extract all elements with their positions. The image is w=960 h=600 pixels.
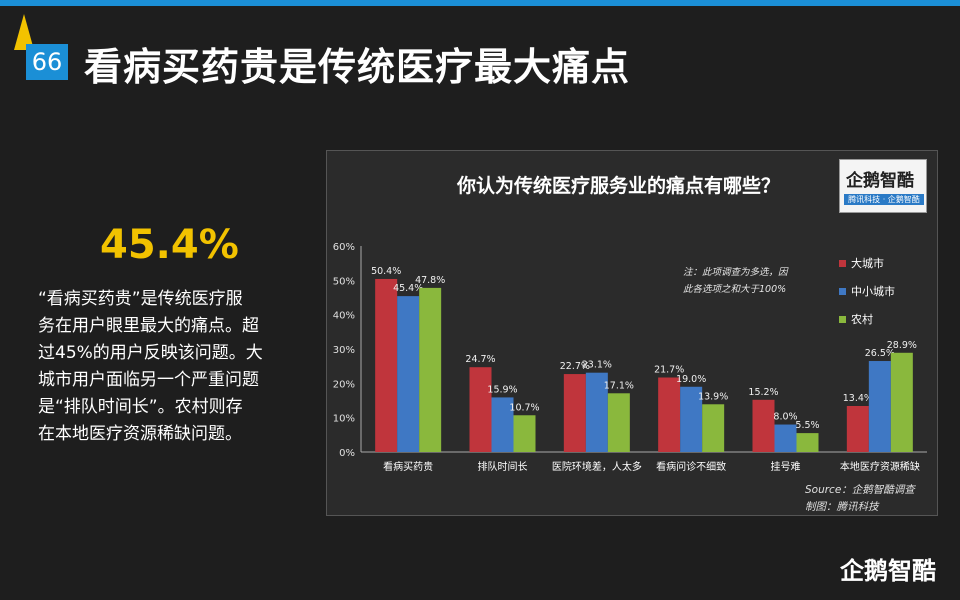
- description-text: “看病买药贵”是传统医疗服 务在用户眼里最大的痛点。超 过45%的用户反映该问题…: [38, 286, 308, 448]
- description-line: 城市用户面临另一个严重问题: [38, 370, 259, 390]
- bar: [890, 352, 913, 452]
- data-label: 22.7%: [560, 361, 590, 372]
- bar: [419, 287, 442, 452]
- legend-swatch: [839, 288, 846, 295]
- brand-logo: 企鹅智酷 腾讯科技 · 企鹅智酷: [839, 159, 927, 213]
- bar-chart: 0% 10% 20% 30% 40% 50% 60% 50.4% 45.4%47.8% 看病买药贵…: [333, 242, 927, 513]
- data-label: 10.7%: [509, 402, 539, 413]
- x-tick-label: 医院环境差，人太多: [552, 460, 642, 473]
- page-number: 66: [26, 44, 68, 80]
- x-tick-label: 排队时间长: [478, 460, 528, 473]
- bar: [563, 374, 586, 452]
- data-label: 17.1%: [604, 380, 634, 391]
- data-label: 24.7%: [465, 354, 495, 365]
- x-tick-label: 本地医疗资源稀缺: [840, 460, 920, 473]
- bar: [375, 278, 398, 452]
- legend-label: 农村: [851, 312, 873, 326]
- corner-triangle-decoration: [14, 14, 34, 50]
- chart-panel: 你认为传统医疗服务业的痛点有哪些？ 企鹅智酷 腾讯科技 · 企鹅智酷 0% 10%…: [326, 150, 938, 516]
- bar: [752, 399, 775, 452]
- bar: [796, 433, 819, 452]
- chart-source: 制图：腾讯科技: [805, 501, 880, 513]
- description-line: 在本地医疗资源稀缺问题。: [38, 424, 242, 444]
- data-label: 47.8%: [415, 275, 445, 286]
- data-label: 28.9%: [887, 340, 917, 351]
- data-label: 21.7%: [654, 364, 684, 375]
- bar: [469, 367, 492, 452]
- x-tick-label: 看病买药贵: [383, 460, 433, 473]
- bar: [491, 397, 514, 452]
- y-tick-label: 10%: [333, 414, 355, 425]
- bar: [680, 386, 703, 452]
- page-title: 看病买药贵是传统医疗最大痛点: [84, 45, 631, 89]
- chart-source: Source：企鹅智酷调查: [805, 484, 916, 496]
- description-line: 是“排队时间长”。农村则存: [38, 397, 243, 417]
- x-tick-label: 看病问诊不细致: [656, 460, 726, 473]
- bar: [846, 405, 869, 452]
- bar: [702, 404, 725, 452]
- y-tick-label: 0%: [339, 448, 355, 459]
- y-tick-label: 20%: [333, 379, 355, 390]
- description-line: “看病买药贵”是传统医疗服: [38, 289, 243, 309]
- description-line: 务在用户眼里最大的痛点。超: [38, 316, 259, 336]
- bar: [397, 296, 420, 452]
- x-tick-label: 挂号难: [771, 460, 801, 473]
- legend-swatch: [839, 260, 846, 267]
- y-tick-label: 40%: [333, 311, 355, 322]
- data-label: 45.4%: [393, 283, 423, 294]
- bar: [607, 393, 630, 452]
- legend-label: 中小城市: [851, 284, 895, 298]
- data-label: 13.9%: [698, 391, 728, 402]
- bar: [868, 361, 891, 452]
- data-label: 26.5%: [865, 348, 895, 359]
- data-label: 15.2%: [748, 387, 778, 398]
- bar: [585, 372, 608, 452]
- legend-label: 大城市: [851, 256, 884, 270]
- bar: [513, 415, 536, 452]
- top-accent-bar: [0, 0, 960, 6]
- data-label: 50.4%: [371, 266, 401, 277]
- logo-tagline: 腾讯科技 · 企鹅智酷: [844, 194, 924, 205]
- data-label: 23.1%: [582, 360, 612, 371]
- footer-logo: 企鹅智酷: [840, 557, 936, 585]
- legend-swatch: [839, 316, 846, 323]
- description-line: 过45%的用户反映该问题。大: [38, 343, 263, 363]
- logo-text: 企鹅智酷: [846, 171, 914, 191]
- highlight-percentage: 45.4%: [100, 222, 239, 268]
- chart-note: 注：此项调查为多选，因: [683, 266, 789, 278]
- bar: [774, 424, 797, 452]
- chart-note: 此各选项之和大于100%: [683, 283, 786, 295]
- y-tick-label: 30%: [333, 345, 355, 356]
- data-label: 15.9%: [487, 384, 517, 395]
- data-label: 8.0%: [773, 412, 797, 423]
- data-label: 19.0%: [676, 374, 706, 385]
- data-label: 13.4%: [843, 393, 873, 404]
- y-tick-label: 50%: [333, 276, 355, 287]
- y-tick-label: 60%: [333, 242, 355, 253]
- bar: [658, 377, 681, 452]
- data-label: 5.5%: [795, 420, 819, 431]
- chart-title: 你认为传统医疗服务业的痛点有哪些？: [457, 175, 781, 197]
